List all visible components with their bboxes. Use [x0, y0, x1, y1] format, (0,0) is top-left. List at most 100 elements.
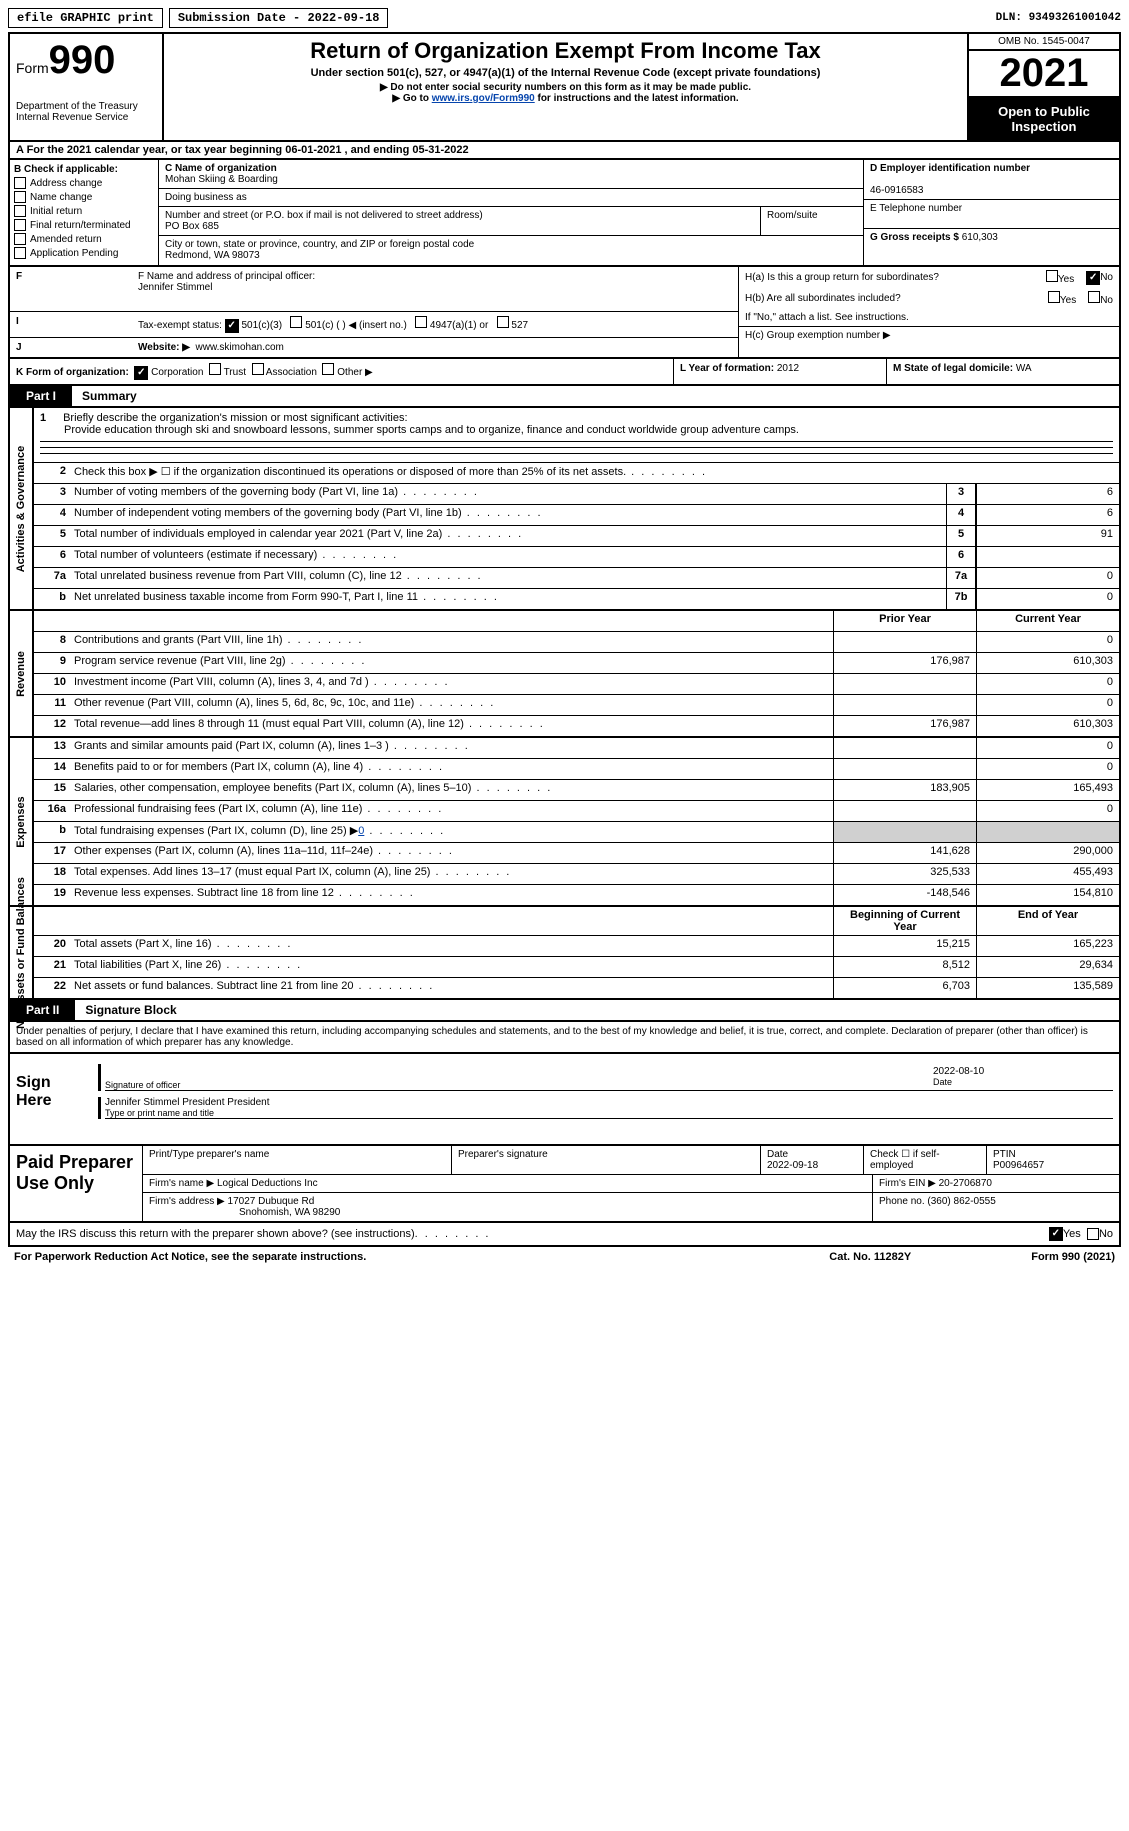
form-title: Return of Organization Exempt From Incom…: [170, 38, 961, 64]
checkbox-icon: [1048, 291, 1060, 303]
part2-title: Signature Block: [75, 1000, 186, 1020]
officer-signature-field[interactable]: Signature of officer: [105, 1064, 933, 1091]
part1-tab: Part I: [10, 386, 72, 406]
subtitle-3: ▶ Go to www.irs.gov/Form990 for instruct…: [170, 93, 961, 104]
checkbox-icon: [1046, 270, 1058, 282]
check-b-column: B Check if applicable: Address change Na…: [10, 160, 159, 265]
street-row: Number and street (or P.O. box if mail i…: [159, 207, 863, 236]
sign-here-label: Sign Here: [10, 1054, 92, 1144]
checkbox-icon: [209, 363, 221, 375]
gov-line: 6 Total number of volunteers (estimate i…: [34, 547, 1119, 568]
data-line: 8 Contributions and grants (Part VIII, l…: [34, 632, 1119, 653]
exp-block: Expenses 13 Grants and similar amounts p…: [8, 738, 1121, 907]
dba-cell: Doing business as: [159, 189, 863, 207]
may-irs-row: May the IRS discuss this return with the…: [8, 1223, 1121, 1247]
tel-cell: E Telephone number: [864, 200, 1119, 229]
city-cell: City or town, state or province, country…: [159, 236, 863, 264]
checkbox-icon: [322, 363, 334, 375]
checkbox-icon: [14, 219, 26, 231]
data-line: 15 Salaries, other compensation, employe…: [34, 780, 1119, 801]
data-line: 14 Benefits paid to or for members (Part…: [34, 759, 1119, 780]
side-tab-net: Net Assets or Fund Balances: [10, 907, 34, 998]
form-header: Form990 Department of the Treasury Inter…: [8, 32, 1121, 142]
gov-line: b Net unrelated business taxable income …: [34, 589, 1119, 609]
typed-name-field: Jennifer Stimmel President President Typ…: [105, 1097, 1113, 1119]
rev-block: Revenue Prior Year Current Year 8 Contri…: [8, 611, 1121, 738]
year-formation: L Year of formation: 2012: [674, 359, 887, 384]
org-name-cell: C Name of organization Mohan Skiing & Bo…: [159, 160, 863, 189]
klm-row: K Form of organization: ✓ Corporation Tr…: [8, 359, 1121, 386]
checkbox-icon: [14, 205, 26, 217]
checkbox-icon: [497, 316, 509, 328]
data-line: 10 Investment income (Part VIII, column …: [34, 674, 1119, 695]
fundraising-link[interactable]: 0: [358, 825, 364, 837]
omb-number: OMB No. 1545-0047: [969, 34, 1119, 51]
checkbox-icon: [14, 191, 26, 203]
data-line: 16a Professional fundraising fees (Part …: [34, 801, 1119, 822]
gov-line: 4 Number of independent voting members o…: [34, 505, 1119, 526]
check-initial-return[interactable]: Initial return: [14, 205, 154, 217]
checkbox-icon: [14, 247, 26, 259]
header-title-block: Return of Organization Exempt From Incom…: [164, 34, 969, 140]
check-name-change[interactable]: Name change: [14, 191, 154, 203]
top-bar: efile GRAPHIC print Submission Date - 20…: [8, 8, 1121, 28]
sign-here-block: Sign Here Signature of officer 2022-08-1…: [8, 1054, 1121, 1146]
subtitle-1: Under section 501(c), 527, or 4947(a)(1)…: [170, 67, 961, 79]
checkbox-icon: [14, 177, 26, 189]
form-number: Form990: [16, 38, 156, 83]
open-public-badge: Open to Public Inspection: [969, 98, 1119, 140]
year-header-row: Prior Year Current Year: [34, 611, 1119, 632]
data-line: 13 Grants and similar amounts paid (Part…: [34, 738, 1119, 759]
preparer-label: Paid Preparer Use Only: [10, 1146, 143, 1221]
subtitle-2: ▶ Do not enter social security numbers o…: [170, 82, 961, 93]
ein-cell: D Employer identification number 46-0916…: [864, 160, 1119, 200]
preparer-block: Paid Preparer Use Only Print/Type prepar…: [8, 1146, 1121, 1223]
check-final-return[interactable]: Final return/terminated: [14, 219, 154, 231]
data-line: 9 Program service revenue (Part VIII, li…: [34, 653, 1119, 674]
gov-block: Activities & Governance 1 Briefly descri…: [8, 408, 1121, 611]
side-tab-gov: Activities & Governance: [10, 408, 34, 609]
check-icon: ✓: [1049, 1227, 1063, 1241]
form-org-k: K Form of organization: ✓ Corporation Tr…: [10, 359, 674, 384]
state-domicile: M State of legal domicile: WA: [887, 359, 1119, 384]
website-row: J Website: ▶ www.skimohan.com: [10, 338, 738, 357]
checkbox-icon: [1087, 1228, 1099, 1240]
efile-print-button[interactable]: efile GRAPHIC print: [8, 8, 163, 28]
submission-date-button[interactable]: Submission Date - 2022-09-18: [169, 8, 389, 28]
gov-line: 7a Total unrelated business revenue from…: [34, 568, 1119, 589]
fghj-right: H(a) Is this a group return for subordin…: [738, 267, 1119, 357]
hc-row: H(c) Group exemption number ▶: [739, 327, 1119, 344]
data-line: 11 Other revenue (Part VIII, column (A),…: [34, 695, 1119, 716]
data-line: 18 Total expenses. Add lines 13–17 (must…: [34, 864, 1119, 885]
dln: DLN: 93493261001042: [996, 12, 1121, 24]
prep-row-1: Print/Type preparer's name Preparer's si…: [143, 1146, 1119, 1175]
mission-block: 1 Briefly describe the organization's mi…: [34, 408, 1119, 463]
fghj-block: F F Name and address of principal office…: [8, 267, 1121, 359]
entity-block: B Check if applicable: Address change Na…: [8, 160, 1121, 267]
hb-row: H(b) Are all subordinates included? Yes …: [739, 288, 1119, 309]
part1-title: Summary: [72, 386, 147, 406]
checkbox-icon: [415, 316, 427, 328]
net-block: Net Assets or Fund Balances Beginning of…: [8, 907, 1121, 1000]
ha-row: H(a) Is this a group return for subordin…: [739, 267, 1119, 288]
prep-row-3: Firm's address ▶ 17027 Dubuque RdSnohomi…: [143, 1193, 1119, 1221]
gov-line: 2 Check this box ▶ ☐ if the organization…: [34, 463, 1119, 484]
checkbox-icon: [14, 233, 26, 245]
data-line: 17 Other expenses (Part IX, column (A), …: [34, 843, 1119, 864]
check-address-change[interactable]: Address change: [14, 177, 154, 189]
gov-line: 3 Number of voting members of the govern…: [34, 484, 1119, 505]
gross-cell: G Gross receipts $ 610,303: [864, 229, 1119, 246]
entity-mid: C Name of organization Mohan Skiing & Bo…: [159, 160, 864, 265]
check-b-label: B Check if applicable:: [14, 164, 154, 175]
submission-date-label: Submission Date -: [178, 11, 308, 25]
signature-date: 2022-08-10 Date: [933, 1064, 1113, 1091]
irs-link[interactable]: www.irs.gov/Form990: [432, 93, 535, 104]
check-icon: ✓: [225, 319, 239, 333]
check-app-pending[interactable]: Application Pending: [14, 247, 154, 259]
header-left: Form990 Department of the Treasury Inter…: [10, 34, 164, 140]
header-right: OMB No. 1545-0047 2021 Open to Public In…: [969, 34, 1119, 140]
net-header-row: Beginning of Current Year End of Year: [34, 907, 1119, 936]
tax-exempt-row: I Tax-exempt status: ✓ 501(c)(3) 501(c) …: [10, 312, 738, 338]
check-amended[interactable]: Amended return: [14, 233, 154, 245]
fghj-left: F F Name and address of principal office…: [10, 267, 738, 357]
